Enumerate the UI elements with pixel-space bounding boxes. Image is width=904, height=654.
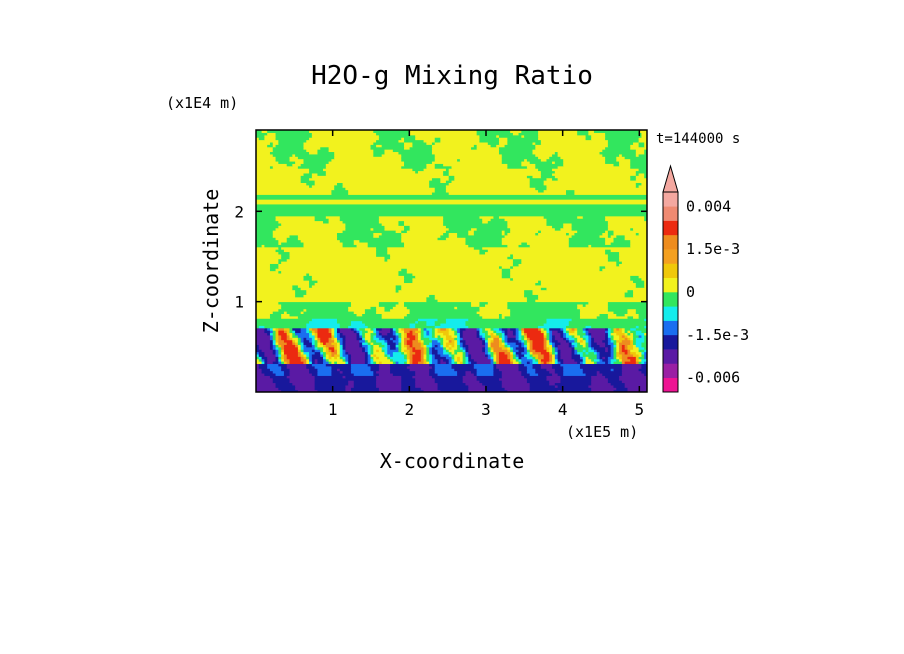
heatmap-field xyxy=(256,130,647,392)
y-tick-label: 1 xyxy=(234,293,244,312)
colorbar-level xyxy=(663,263,678,279)
colorbar-level xyxy=(663,363,678,379)
colorbar-level xyxy=(663,234,678,250)
colorbar-level xyxy=(663,277,678,293)
colorbar: 0.004 1.5e-3 0 -1.5e-3 -0.006 xyxy=(662,164,749,393)
x-unit-label: (x1E5 m) xyxy=(566,423,638,441)
x-tick-label: 2 xyxy=(405,400,415,419)
colorbar-label: 0.004 xyxy=(686,197,731,215)
y-unit-label: (x1E4 m) xyxy=(166,94,238,112)
plot-frame xyxy=(255,129,648,393)
colorbar-level xyxy=(663,292,678,307)
colorbar-level xyxy=(663,320,678,336)
chart-title: H2O-g Mixing Ratio xyxy=(311,61,593,91)
x-tick-label: 3 xyxy=(481,400,491,419)
x-axis: 1 2 3 4 5 xyxy=(328,130,644,419)
x-axis-label: X-coordinate xyxy=(380,449,525,473)
colorbar-level xyxy=(663,249,678,264)
colorbar-level xyxy=(663,306,678,321)
colorbar-label: 0 xyxy=(686,283,695,301)
colorbar-level xyxy=(663,206,678,221)
colorbar-label: -0.006 xyxy=(686,369,740,387)
y-axis: 12 xyxy=(234,202,647,312)
colorbar-label: 1.5e-3 xyxy=(686,240,740,258)
colorbar-label: -1.5e-3 xyxy=(686,326,749,344)
x-tick-label: 4 xyxy=(558,400,568,419)
time-label: t=144000 s xyxy=(656,131,740,147)
colorbar-level xyxy=(663,192,678,207)
colorbar-level xyxy=(663,334,678,350)
colorbar-level xyxy=(663,220,678,236)
x-tick-label: 1 xyxy=(328,400,338,419)
y-tick-label: 2 xyxy=(234,202,244,221)
colorbar-extend-arrow xyxy=(662,164,679,193)
x-tick-label: 5 xyxy=(635,400,645,419)
colorbar-level xyxy=(663,349,678,364)
colorbar-frame xyxy=(662,191,679,393)
colorbar-level xyxy=(663,377,678,393)
y-axis-label: Z-coordinate xyxy=(199,189,223,334)
